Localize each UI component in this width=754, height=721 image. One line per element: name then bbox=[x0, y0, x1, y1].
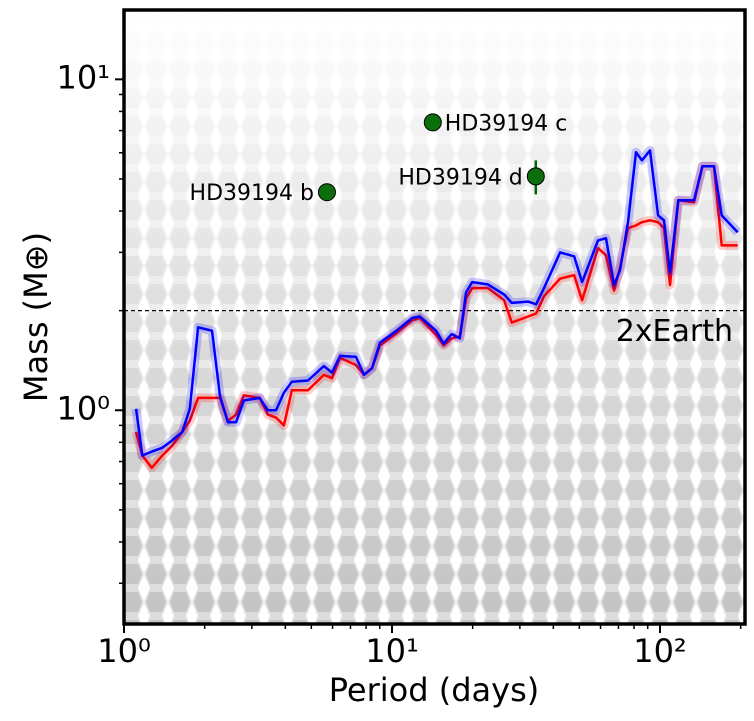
reference-label: 2xEarth bbox=[616, 314, 733, 349]
x-tick-label: 10⁰ bbox=[97, 632, 151, 670]
y-axis-label: Mass (M⊕) bbox=[17, 232, 55, 402]
plot-area bbox=[124, 145, 745, 473]
planet-point bbox=[423, 113, 442, 132]
y-tick-label: 10⁰ bbox=[56, 389, 110, 427]
x-tick-label: 10¹ bbox=[365, 632, 419, 670]
hexbin-background bbox=[124, 10, 745, 624]
planet-label: HD39194 d bbox=[398, 165, 522, 190]
planet-label: HD39194 c bbox=[445, 111, 568, 136]
planet-point bbox=[526, 167, 545, 186]
plot-frame bbox=[122, 8, 747, 626]
planet-label: HD39194 b bbox=[190, 181, 314, 206]
x-axis-label: Period (days) bbox=[329, 671, 539, 709]
x-tick-label: 10² bbox=[633, 632, 687, 670]
y-tick-label: 10¹ bbox=[56, 58, 110, 96]
planet-point bbox=[317, 183, 336, 202]
series-line bbox=[134, 149, 739, 457]
